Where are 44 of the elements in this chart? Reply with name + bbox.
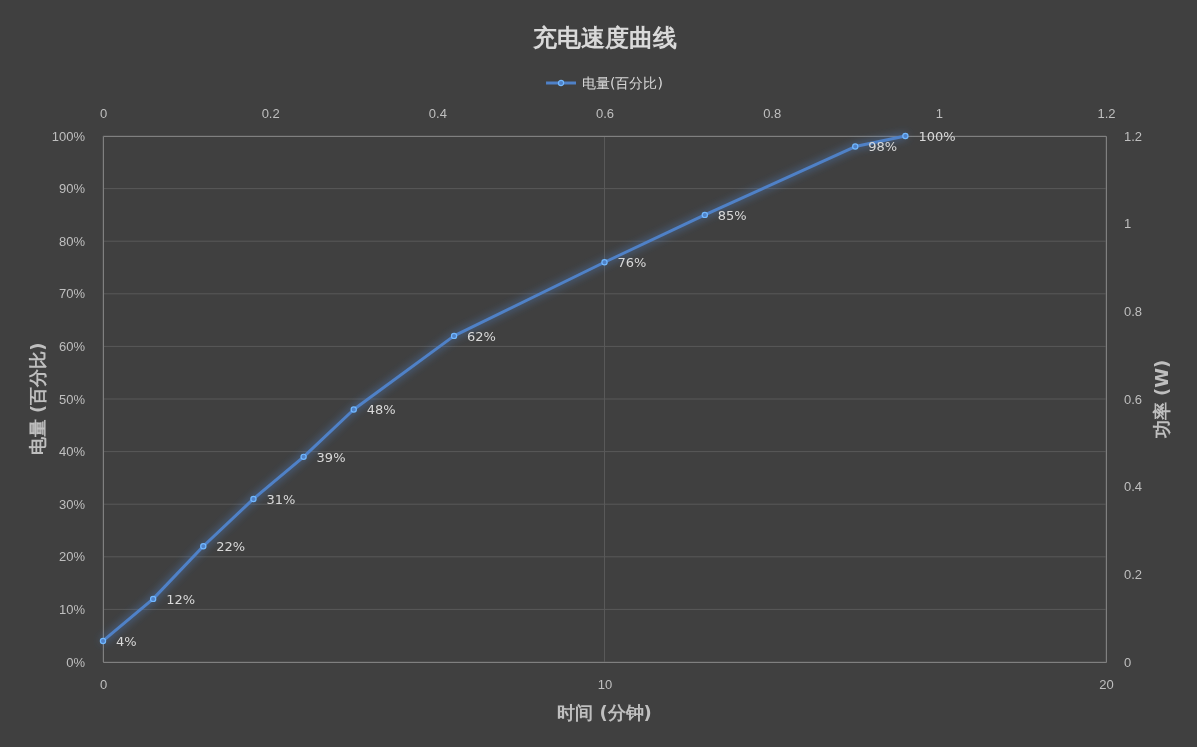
- data-label: 98%: [868, 139, 898, 155]
- y2-tick-label: 1: [1124, 216, 1132, 232]
- y-tick-label: 10%: [58, 602, 86, 618]
- y2-tick-label: 0.6: [1124, 391, 1143, 407]
- y2-tick-label: 0.4: [1124, 479, 1143, 495]
- chart-title: 充电速度曲线: [531, 24, 677, 52]
- data-label: 4%: [116, 633, 137, 649]
- x2-tick-label: 1.2: [1097, 106, 1116, 121]
- y-tick-label: 0%: [66, 654, 86, 670]
- data-label: 100%: [918, 128, 956, 144]
- y2-tick-label: 0: [1124, 654, 1132, 670]
- data-label: 85%: [717, 207, 747, 223]
- x-axis-title: 时间 (分钟): [557, 702, 652, 723]
- y2-tick-label: 0.2: [1124, 566, 1143, 582]
- y-tick-label: 60%: [58, 339, 86, 355]
- y-tick-label: 40%: [58, 444, 86, 460]
- y-tick-label: 50%: [58, 391, 86, 407]
- x-tick-label: 10: [597, 677, 613, 693]
- x2-tick-label: 0.8: [763, 106, 782, 121]
- data-label: 62%: [467, 328, 496, 344]
- data-label: 39%: [316, 449, 346, 465]
- y2-tick-label: 1.2: [1124, 128, 1143, 144]
- y-axis-title: 电量 (百分比): [27, 342, 48, 456]
- y-tick-label: 100%: [51, 128, 86, 144]
- x2-tick-label: 0: [99, 106, 108, 121]
- x2-tick-label: 0.4: [428, 106, 447, 121]
- x2-tick-label: 0.6: [595, 106, 615, 121]
- data-label: 31%: [266, 491, 296, 507]
- data-label: 76%: [617, 255, 647, 271]
- y-tick-label: 20%: [58, 549, 86, 565]
- data-label: 22%: [216, 539, 246, 555]
- legend-label: 电量(百分比): [582, 75, 663, 92]
- x2-tick-label: 1: [935, 106, 943, 121]
- y2-tick-label: 0.8: [1124, 303, 1143, 319]
- x-tick-label: 20: [1099, 677, 1114, 693]
- y2-axis-title: 功率 (W): [1151, 359, 1172, 440]
- y-tick-label: 70%: [58, 286, 86, 302]
- x-tick-label: 0: [99, 677, 108, 693]
- y-tick-label: 80%: [58, 233, 86, 249]
- y-tick-label: 90%: [58, 181, 86, 197]
- data-label: 12%: [166, 591, 196, 607]
- y-tick-label: 30%: [58, 496, 86, 512]
- x2-tick-label: 0.2: [261, 106, 280, 121]
- data-label: 48%: [366, 402, 396, 418]
